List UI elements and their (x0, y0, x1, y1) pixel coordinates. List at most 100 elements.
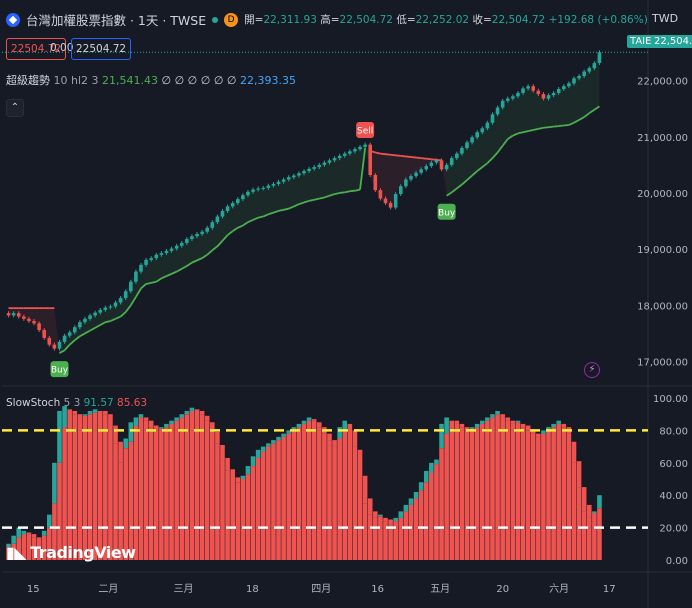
supertrend-fill (543, 95, 549, 128)
supertrend-fill (416, 157, 422, 173)
candle (409, 176, 413, 180)
supertrend-line (196, 257, 203, 262)
supertrend-fill (589, 63, 595, 114)
candle (113, 302, 118, 307)
stoch-bar (260, 451, 266, 560)
candle (597, 52, 602, 64)
candle (521, 88, 525, 93)
candle (215, 216, 220, 223)
stoch-bar-cap (113, 425, 118, 444)
stoch-bar (571, 462, 577, 560)
supertrend-fill (410, 156, 417, 177)
supertrend-fill (247, 189, 254, 223)
stoch-bar-cap (490, 414, 495, 418)
stoch-bar-cap (439, 423, 444, 449)
stoch-bar (449, 420, 455, 560)
candle (383, 198, 388, 204)
supertrend-line (293, 203, 300, 208)
collapse-legend-icon[interactable]: ⌃ (6, 99, 24, 117)
supertrend-line (446, 191, 453, 197)
stoch-bar (210, 430, 215, 560)
stoch-bar-cap (169, 420, 174, 424)
supertrend-line (206, 249, 213, 256)
buy-button[interactable]: 22504.72 (71, 38, 132, 60)
candle (536, 90, 541, 95)
stoch-bar-cap (123, 438, 129, 449)
candle (531, 86, 536, 91)
stoch-bar-cap (520, 423, 526, 428)
supertrend-line (74, 335, 81, 341)
stoch-bar (97, 410, 103, 560)
stoch-bar (291, 430, 297, 560)
stoch-bar (378, 516, 383, 560)
candle (98, 309, 103, 313)
stoch-bar (118, 462, 123, 560)
candle (404, 179, 408, 187)
supertrend-line (110, 317, 116, 322)
supertrend-line (262, 213, 269, 218)
candle (210, 222, 215, 228)
stoch-bar (296, 427, 302, 560)
candle (32, 321, 36, 324)
stoch-legend[interactable]: SlowStoch 5 3 91.57 85.63 (6, 397, 148, 409)
last-price-label: 22,504.72 (651, 35, 692, 48)
price-tick-label: 17,000.00 (637, 358, 688, 369)
supertrend-line (588, 109, 595, 114)
supertrend-line (339, 191, 345, 194)
stoch-bar (561, 427, 567, 560)
currency-label[interactable]: TWD (652, 12, 679, 25)
candle (42, 330, 46, 338)
supertrend-fill (227, 203, 233, 236)
supertrend-fill (176, 242, 182, 272)
candle (256, 188, 260, 190)
supertrend-fill (105, 306, 111, 323)
candle (358, 146, 362, 150)
stoch-bar (16, 537, 22, 560)
stoch-bar-cap (128, 422, 134, 442)
stoch-bar (444, 433, 449, 560)
supertrend-line (59, 349, 66, 354)
supertrend-fill (517, 88, 524, 134)
data-badge[interactable]: D (224, 12, 239, 27)
stoch-bar-cap (398, 511, 404, 518)
stoch-bar (240, 479, 246, 560)
stoch-bar (413, 498, 419, 560)
stoch-bar-cap (296, 423, 302, 428)
stoch-bar (67, 410, 72, 560)
stoch-bar (373, 517, 378, 560)
lightning-icon[interactable]: ⚡ (584, 362, 600, 378)
candle (271, 183, 276, 186)
supertrend-line (548, 125, 554, 129)
candle (332, 158, 337, 161)
supertrend-line (410, 156, 417, 159)
stoch-bar (11, 543, 16, 560)
stoch-bar (281, 436, 286, 560)
sell-signal-text: Sell (357, 127, 373, 137)
supertrend-line (242, 221, 249, 227)
stoch-bar-cap (444, 417, 449, 434)
stoch-bar-cap (357, 449, 363, 479)
supertrend-line (145, 281, 152, 285)
price-tick-label: 20,000.00 (637, 189, 688, 200)
candle (526, 86, 530, 89)
candle (475, 132, 479, 138)
sell-button[interactable]: 22504.72 (6, 38, 67, 60)
supertrend-fill (354, 146, 361, 191)
supertrend-legend[interactable]: 超級趨勢 10 hl2 3 21,541.43 ∅ ∅ ∅ ∅ ∅ ∅ 22,3… (6, 74, 296, 87)
candle (582, 71, 586, 77)
stoch-bar (306, 420, 312, 560)
stoch-bar-cap (266, 443, 271, 447)
symbol-title[interactable]: 台灣加權股票指數 · 1天 · TWSE (26, 13, 207, 28)
supertrend-fill (268, 183, 274, 215)
symbol-logo-icon[interactable] (6, 12, 20, 27)
time-tick-label: 16 (371, 584, 384, 595)
supertrend-line (69, 339, 76, 346)
supertrend-line (461, 179, 468, 186)
supertrend-fill (584, 68, 590, 118)
stoch-bar (62, 427, 67, 560)
candle (144, 259, 148, 265)
time-tick-label: 三月 (174, 583, 194, 595)
supertrend-fill (186, 236, 192, 266)
stoch-bar-cap (495, 410, 500, 415)
supertrend-line (252, 216, 259, 221)
